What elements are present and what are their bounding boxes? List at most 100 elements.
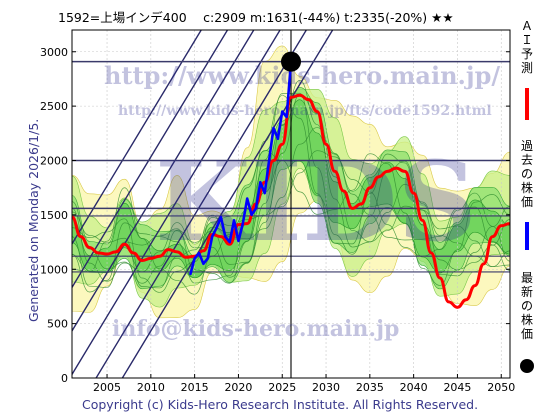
data-point bbox=[202, 250, 204, 252]
watermark-url-main: http://www.kids-hero.main.jp/ bbox=[104, 61, 500, 90]
data-point bbox=[211, 236, 213, 238]
y-tick-label: 2000 bbox=[40, 155, 68, 168]
trend-lines bbox=[72, 30, 334, 378]
data-point bbox=[202, 263, 204, 265]
latest-price-dot bbox=[281, 51, 301, 72]
data-point bbox=[229, 243, 231, 245]
data-point bbox=[220, 236, 222, 238]
trend-line-2 bbox=[72, 30, 255, 333]
forecast-curve-5 bbox=[72, 80, 510, 282]
x-tick-label: 2030 bbox=[312, 381, 340, 394]
copyright-footer: Copyright (c) Kids-Hero Research Institu… bbox=[82, 397, 478, 412]
data-point bbox=[272, 127, 275, 129]
data-point bbox=[342, 190, 345, 192]
legend-label-char: の bbox=[521, 299, 533, 313]
x-tick-label: 2005 bbox=[93, 381, 121, 394]
data-point bbox=[268, 159, 270, 162]
x-tick-label: 2025 bbox=[268, 381, 296, 394]
data-point bbox=[500, 225, 502, 227]
trend-line-4 bbox=[95, 30, 308, 378]
trend-line-5 bbox=[121, 30, 334, 378]
data-point bbox=[115, 251, 117, 253]
data-point bbox=[325, 143, 327, 145]
watermark-email: info@kids-hero.main.jp bbox=[112, 316, 399, 342]
y-tick-label: 0 bbox=[61, 372, 68, 385]
data-point bbox=[189, 274, 191, 276]
data-point bbox=[421, 219, 423, 221]
data-point bbox=[80, 236, 82, 238]
x-tick-label: 2010 bbox=[137, 381, 165, 394]
data-point bbox=[141, 259, 143, 262]
data-point bbox=[220, 216, 222, 218]
data-point bbox=[474, 284, 476, 287]
legend-swatch-dot bbox=[520, 359, 534, 373]
data-point bbox=[132, 252, 134, 254]
grid-lines bbox=[72, 30, 510, 378]
x-tick-label: 2035 bbox=[356, 381, 384, 394]
data-point bbox=[360, 203, 362, 205]
data-point bbox=[194, 257, 196, 259]
legend-label-char: 価 bbox=[521, 195, 533, 209]
data-point bbox=[167, 249, 169, 251]
data-point bbox=[185, 256, 187, 258]
trend-line-0 bbox=[72, 30, 203, 246]
data-point bbox=[242, 222, 244, 225]
y-tick-label: 1500 bbox=[40, 209, 68, 222]
forecast-curve-2 bbox=[72, 150, 510, 293]
x-tick-label: 2050 bbox=[487, 381, 515, 394]
data-point bbox=[215, 227, 218, 229]
data-point bbox=[224, 236, 226, 238]
data-point bbox=[281, 143, 283, 145]
legend-label-char: 過 bbox=[521, 139, 533, 153]
data-point bbox=[176, 251, 178, 253]
data-point bbox=[286, 116, 288, 118]
data-point bbox=[430, 252, 432, 254]
data-point bbox=[369, 187, 371, 189]
series-line-history bbox=[189, 61, 293, 276]
legend-label-char: の bbox=[521, 167, 533, 181]
data-point bbox=[264, 192, 266, 194]
legend-label-char: 株 bbox=[521, 180, 533, 195]
data-point bbox=[281, 110, 283, 113]
data-point bbox=[250, 214, 253, 216]
y-tick-label: 500 bbox=[47, 318, 68, 331]
x-axis: 2005 2010 2015 2020 2025 2030 2035 2040 2045 2050 bbox=[93, 374, 515, 394]
data-point bbox=[448, 301, 450, 303]
x-tick-label: 2020 bbox=[224, 381, 252, 394]
data-point bbox=[207, 257, 209, 259]
data-point bbox=[386, 170, 388, 172]
generated-date-label: Generated on Monday 2026/1/5. bbox=[26, 119, 41, 322]
data-point bbox=[123, 243, 126, 245]
data-point bbox=[255, 207, 257, 209]
data-point bbox=[233, 219, 235, 221]
data-point bbox=[246, 197, 248, 200]
chart-title: 1592=上場インデ400 c:2909 m:1631(-44%) t:2335… bbox=[58, 10, 454, 25]
data-point bbox=[290, 96, 292, 99]
y-tick-label: 3000 bbox=[40, 46, 68, 59]
legend-label-char: Ｉ bbox=[521, 33, 533, 47]
data-point bbox=[88, 246, 91, 249]
x-tick-label: 2015 bbox=[181, 381, 209, 394]
data-point bbox=[237, 240, 240, 242]
data-point bbox=[413, 192, 415, 194]
legend-label-char: 測 bbox=[521, 61, 533, 75]
data-point bbox=[465, 299, 467, 301]
watermark-url-page: http://www.kids-hero.main.jp/fts/code159… bbox=[118, 103, 492, 119]
legend-label-char: 予 bbox=[521, 47, 533, 61]
trend-line-1 bbox=[72, 30, 229, 289]
legend-label-char: 最 bbox=[521, 271, 533, 285]
y-tick-label: 1000 bbox=[40, 263, 68, 276]
data-point bbox=[395, 167, 397, 169]
legend-label-char: Ａ bbox=[521, 19, 533, 33]
plot-border bbox=[71, 29, 511, 379]
legend-label-char: 去 bbox=[521, 153, 533, 167]
data-point bbox=[456, 306, 459, 308]
markers bbox=[281, 51, 301, 72]
series-group bbox=[72, 61, 510, 309]
data-point bbox=[316, 110, 318, 113]
x-tick-label: 2045 bbox=[443, 381, 471, 394]
data-point bbox=[404, 170, 406, 172]
data-point bbox=[439, 277, 441, 279]
